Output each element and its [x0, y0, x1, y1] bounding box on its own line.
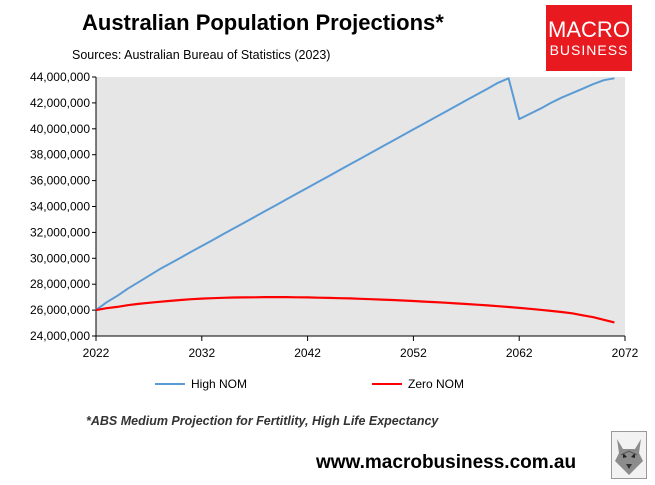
plot-area — [96, 77, 625, 336]
chart-subtitle: Sources: Australian Bureau of Statistics… — [72, 48, 331, 62]
y-tick-label: 30,000,000 — [30, 251, 90, 265]
y-tick-label: 40,000,000 — [30, 122, 90, 136]
x-tick-label: 2042 — [294, 346, 321, 360]
x-tick-label: 2032 — [188, 346, 215, 360]
wolf-logo-icon — [611, 431, 647, 479]
x-tick-label: 2072 — [612, 346, 639, 360]
series-line-high-nom — [95, 77, 615, 311]
website-url[interactable]: www.macrobusiness.com.au — [316, 452, 577, 473]
footnote: *ABS Medium Projection for Fertitlity, H… — [86, 414, 439, 428]
series-line-zero-nom — [95, 296, 615, 324]
x-tick-label: 2062 — [506, 346, 533, 360]
y-tick-label: 34,000,000 — [30, 200, 90, 214]
line-chart: 24,000,000 26,000,000 28,000,000 30,000,000… — [30, 70, 639, 391]
y-tick-label: 38,000,000 — [30, 148, 90, 162]
chart-title: Australian Population Projections* — [82, 10, 444, 35]
y-tick-label: 32,000,000 — [30, 225, 90, 239]
x-tick-label: 2022 — [83, 346, 110, 360]
y-tick-label: 36,000,000 — [30, 174, 90, 188]
y-tick-label: 42,000,000 — [30, 96, 90, 110]
legend-label-zero-nom: Zero NOM — [408, 377, 464, 391]
x-tick-label: 2052 — [400, 346, 427, 360]
logo-text-top: MACRO — [548, 17, 630, 42]
macrobusiness-logo: MACRO BUSINESS — [546, 5, 632, 71]
logo-text-bottom: BUSINESS — [549, 42, 629, 58]
y-tick-label: 44,000,000 — [30, 70, 90, 84]
legend-label-high-nom: High NOM — [191, 377, 247, 391]
y-tick-label: 28,000,000 — [30, 277, 90, 291]
y-tick-label: 26,000,000 — [30, 303, 90, 317]
y-tick-label: 24,000,000 — [30, 329, 90, 343]
